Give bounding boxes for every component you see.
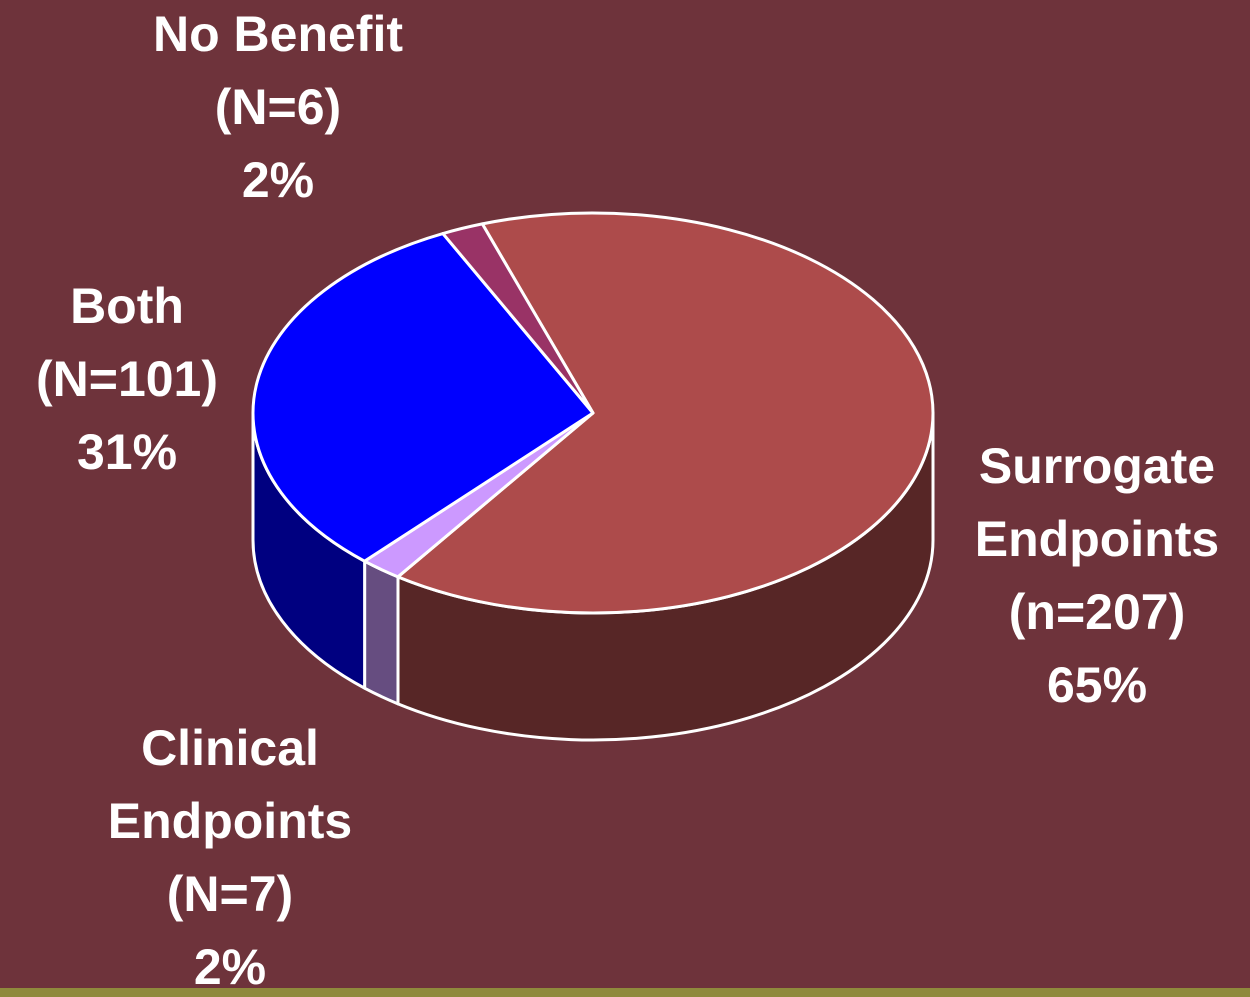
slice-label: Endpoints <box>975 511 1219 567</box>
slice-label: Surrogate <box>979 438 1215 494</box>
footer-bar <box>0 988 1250 997</box>
value-label: 2% <box>194 939 266 995</box>
count-label: (N=6) <box>215 79 341 135</box>
value-label: 31% <box>77 424 177 480</box>
slice-label: No Benefit <box>153 6 403 62</box>
value-label: 65% <box>1047 657 1147 713</box>
slice-label: Clinical <box>141 720 319 776</box>
slice <box>251 232 595 563</box>
slice-label: Both <box>70 278 184 334</box>
count-label: (N=7) <box>167 866 293 922</box>
slice-side <box>363 559 400 706</box>
slice <box>441 222 595 415</box>
slice <box>396 211 935 615</box>
value-label: 2% <box>242 152 314 208</box>
count-label: (N=101) <box>36 351 218 407</box>
count-label: (n=207) <box>1009 584 1185 640</box>
slice-label: Endpoints <box>108 793 352 849</box>
